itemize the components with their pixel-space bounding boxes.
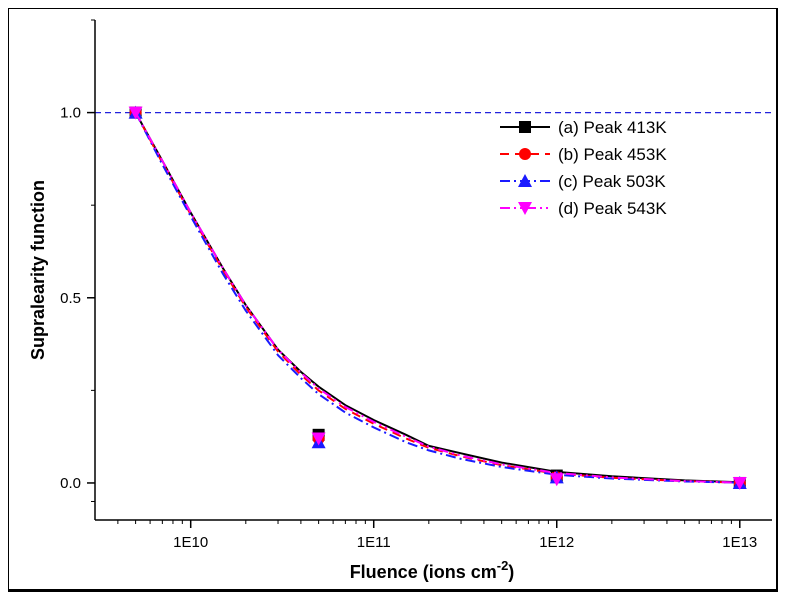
chart-frame xyxy=(8,8,778,592)
x-tick-label: 1E10 xyxy=(173,534,208,551)
data-point-d-peak-543k xyxy=(128,106,143,120)
legend-label-d-peak-543k: (d) Peak 543K xyxy=(558,199,667,218)
y-tick-label: 0.5 xyxy=(60,290,81,307)
axes xyxy=(94,20,772,521)
data-point-d-peak-543k xyxy=(311,432,326,446)
x-tick-label: 1E11 xyxy=(357,534,391,551)
y-tick-label: 0.0 xyxy=(60,475,81,492)
series-line-a-peak-413k xyxy=(134,112,740,484)
data-point-d-peak-543k xyxy=(549,473,564,487)
legend-label-a-peak-413k: (a) Peak 413K xyxy=(558,118,667,137)
series-line-b-peak-453k xyxy=(134,112,740,484)
legend-marker-a-peak-413k xyxy=(519,121,531,133)
x-axis-title-suffix: ) xyxy=(508,562,514,582)
series-line-c-peak-503k xyxy=(134,112,740,484)
y-tick-label: 1.0 xyxy=(60,105,81,122)
legend-marker-d-peak-543k xyxy=(518,202,532,215)
x-axis-title-main: Fluence (ions cm xyxy=(350,562,497,582)
x-tick-label: 1E13 xyxy=(722,534,757,551)
series-line-d-peak-543k xyxy=(134,112,740,484)
x-axis-title-superscript: -2 xyxy=(497,558,509,573)
legend-label-b-peak-453k: (b) Peak 453K xyxy=(558,145,667,164)
plot-area xyxy=(95,105,772,490)
legend-marker-b-peak-453k xyxy=(519,148,531,160)
legend-label-c-peak-503k: (c) Peak 503K xyxy=(558,172,666,191)
ticks: 1E10 1E11 1E12 1E13 0.0 0.5 1.0 xyxy=(60,19,757,551)
legend: (a) Peak 413K(b) Peak 453K(c) Peak 503K … xyxy=(500,118,667,218)
data-point-d-peak-543k xyxy=(732,476,747,490)
x-tick-label: 1E12 xyxy=(539,534,574,551)
y-axis-title: Supralearity function xyxy=(28,180,48,360)
x-axis-title: Fluence (ions cm-2) xyxy=(350,558,515,582)
legend-marker-c-peak-503k xyxy=(518,174,532,187)
